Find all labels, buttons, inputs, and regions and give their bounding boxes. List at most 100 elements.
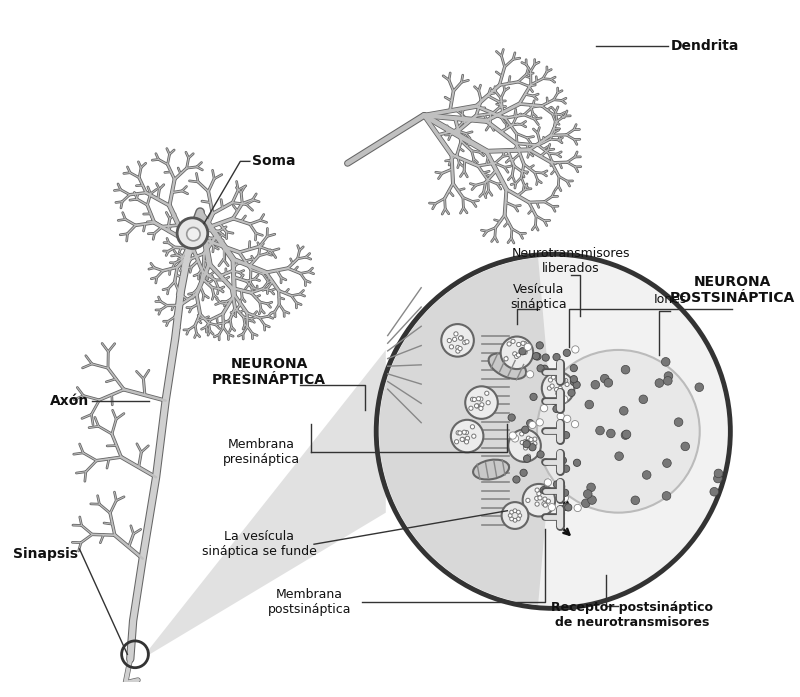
Circle shape (537, 491, 541, 496)
Circle shape (526, 420, 534, 427)
Circle shape (507, 342, 511, 346)
Circle shape (472, 397, 477, 401)
Circle shape (655, 378, 664, 388)
Circle shape (508, 514, 512, 517)
Circle shape (456, 346, 460, 350)
Circle shape (459, 336, 463, 340)
Circle shape (447, 339, 451, 343)
Circle shape (562, 465, 570, 473)
Circle shape (541, 488, 545, 492)
Circle shape (529, 438, 533, 442)
Text: Soma: Soma (252, 154, 295, 169)
Circle shape (570, 378, 578, 385)
Circle shape (501, 337, 533, 369)
Circle shape (521, 342, 525, 346)
Circle shape (526, 436, 530, 441)
Circle shape (555, 377, 559, 381)
Circle shape (714, 469, 722, 477)
Circle shape (570, 376, 578, 383)
Circle shape (523, 441, 530, 448)
Circle shape (517, 342, 521, 346)
Circle shape (470, 397, 474, 401)
Circle shape (541, 404, 548, 412)
Circle shape (596, 427, 604, 435)
Circle shape (469, 406, 473, 411)
Circle shape (639, 395, 648, 404)
Circle shape (563, 378, 568, 383)
Circle shape (508, 414, 515, 421)
Circle shape (520, 441, 524, 445)
Circle shape (453, 337, 457, 342)
Circle shape (574, 459, 581, 466)
Circle shape (540, 487, 547, 493)
Circle shape (522, 484, 555, 516)
Circle shape (450, 345, 454, 349)
Circle shape (662, 358, 670, 366)
Circle shape (542, 502, 546, 506)
Circle shape (458, 431, 462, 435)
Circle shape (504, 357, 508, 361)
Circle shape (517, 510, 520, 514)
Circle shape (554, 388, 558, 392)
Circle shape (562, 379, 566, 383)
Circle shape (518, 514, 522, 517)
Ellipse shape (489, 353, 526, 379)
Circle shape (456, 431, 460, 435)
Circle shape (466, 436, 470, 441)
Circle shape (710, 487, 718, 496)
Circle shape (546, 499, 550, 503)
Circle shape (663, 376, 672, 385)
Circle shape (522, 342, 527, 346)
Circle shape (517, 517, 520, 521)
Circle shape (662, 459, 671, 468)
Circle shape (523, 455, 530, 462)
Circle shape (573, 381, 580, 388)
Circle shape (474, 404, 478, 408)
Circle shape (570, 365, 578, 372)
Text: Membrana
presináptica: Membrana presináptica (222, 438, 300, 466)
Circle shape (571, 420, 578, 428)
Circle shape (529, 421, 536, 429)
Circle shape (510, 510, 514, 514)
Circle shape (461, 437, 465, 441)
Circle shape (458, 336, 462, 340)
Text: Receptor postsináptico
de neurotransmisores: Receptor postsináptico de neurotransmiso… (550, 601, 713, 629)
Circle shape (470, 424, 474, 429)
Circle shape (662, 491, 671, 500)
Circle shape (177, 218, 208, 249)
Circle shape (462, 430, 466, 434)
Circle shape (510, 517, 514, 521)
Text: Neurotransmisores
liberados: Neurotransmisores liberados (511, 247, 630, 275)
Circle shape (524, 344, 531, 351)
Circle shape (523, 446, 528, 450)
Circle shape (591, 381, 600, 389)
Text: La vesícula
sináptica se funde: La vesícula sináptica se funde (202, 530, 317, 558)
Circle shape (536, 342, 543, 349)
Circle shape (530, 393, 537, 401)
Circle shape (522, 440, 527, 444)
Circle shape (514, 354, 518, 358)
Circle shape (519, 348, 526, 355)
Circle shape (551, 375, 555, 379)
Circle shape (537, 350, 700, 513)
Circle shape (544, 479, 551, 486)
Circle shape (543, 497, 547, 501)
Text: Axón: Axón (50, 394, 89, 408)
Circle shape (583, 490, 592, 498)
Circle shape (557, 487, 564, 494)
Circle shape (534, 353, 541, 360)
Circle shape (511, 435, 518, 442)
Ellipse shape (473, 459, 509, 480)
Text: Dendrita: Dendrita (671, 38, 739, 52)
Circle shape (714, 474, 722, 483)
Circle shape (513, 509, 517, 513)
Circle shape (558, 483, 565, 490)
Circle shape (558, 510, 565, 517)
Circle shape (631, 496, 639, 505)
Circle shape (454, 332, 458, 336)
Circle shape (559, 457, 566, 464)
Circle shape (462, 340, 467, 344)
Circle shape (561, 396, 568, 403)
Circle shape (548, 378, 553, 382)
Text: NEURONA
PRESINÁPTICA: NEURONA PRESINÁPTICA (212, 357, 326, 387)
